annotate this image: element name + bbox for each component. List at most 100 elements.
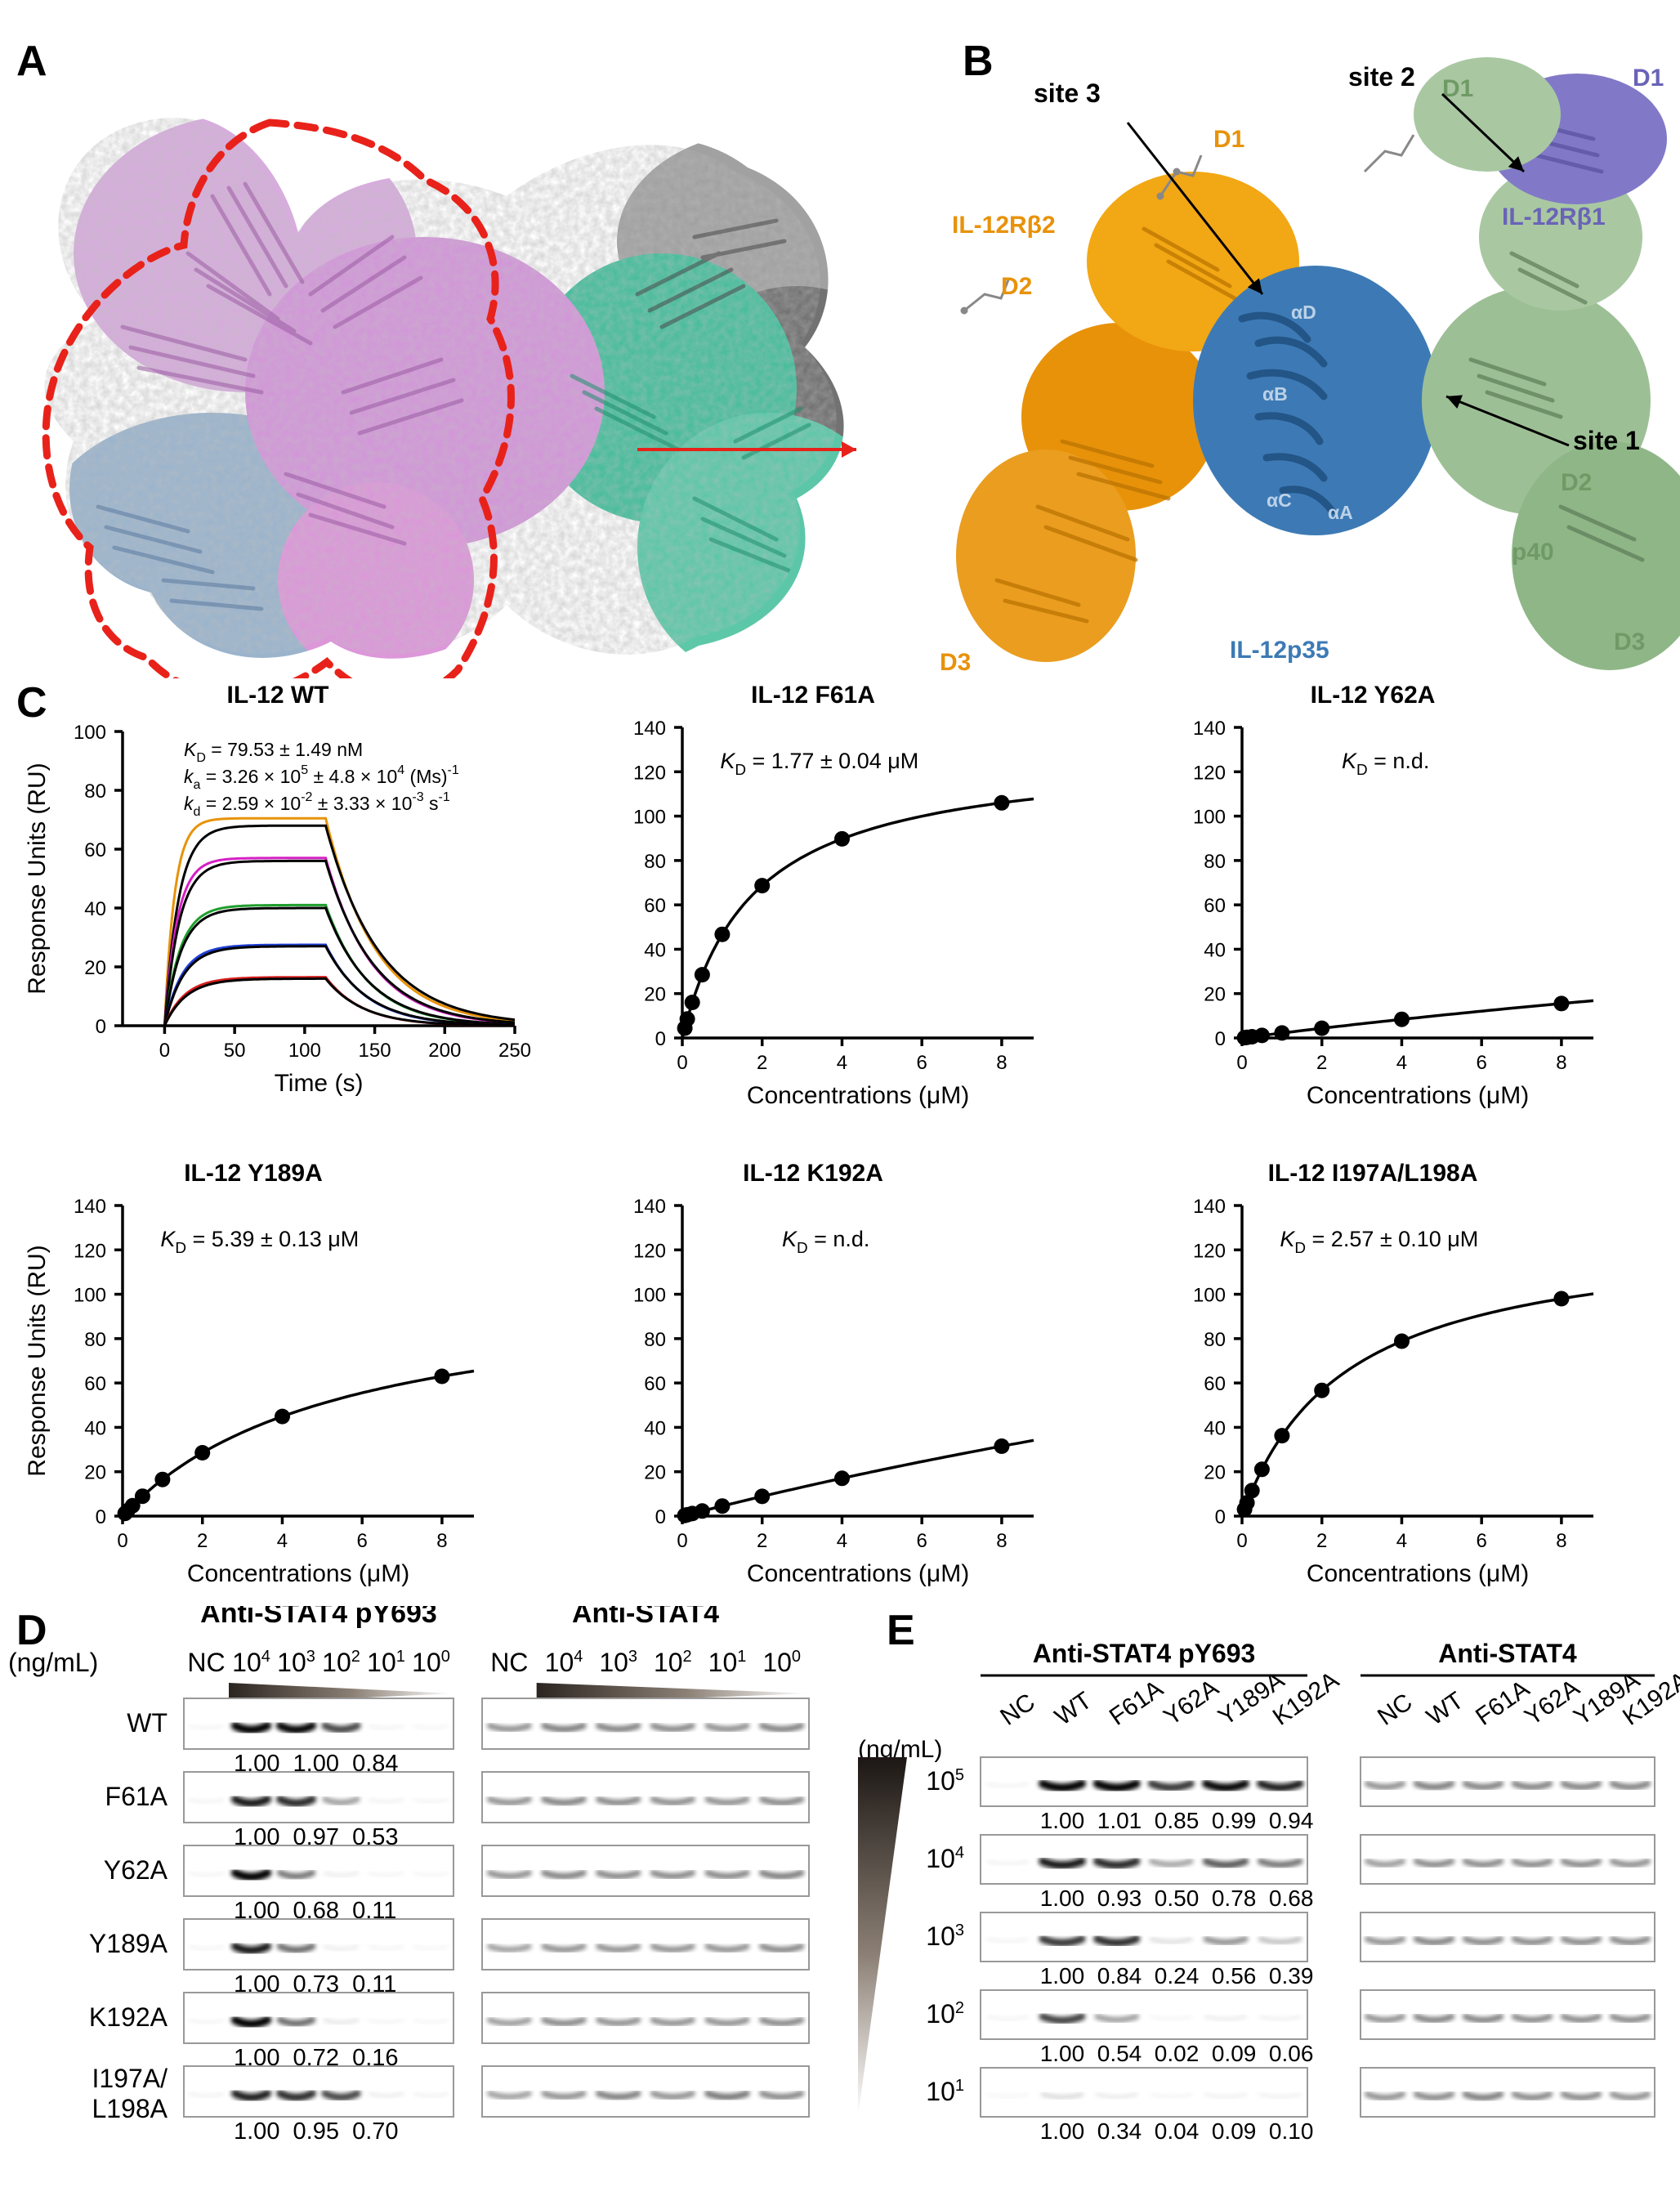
svg-text:104: 104 — [545, 1648, 583, 1677]
svg-text:103: 103 — [926, 1921, 964, 1951]
svg-text:200: 200 — [428, 1040, 461, 1062]
svg-text:(ng/mL): (ng/mL) — [8, 1648, 98, 1677]
svg-text:0: 0 — [655, 1506, 666, 1528]
svg-text:8: 8 — [436, 1530, 447, 1552]
svg-text:KD = n.d.: KD = n.d. — [782, 1227, 869, 1257]
svg-text:0: 0 — [117, 1530, 127, 1552]
svg-text:104: 104 — [232, 1648, 270, 1677]
svg-text:site 1: site 1 — [1573, 426, 1640, 455]
svg-text:8: 8 — [1556, 1052, 1566, 1074]
svg-text:40: 40 — [644, 939, 666, 961]
svg-text:K192A: K192A — [89, 2002, 168, 2032]
svg-text:60: 60 — [644, 1373, 666, 1395]
svg-text:0: 0 — [1215, 1506, 1226, 1528]
svg-text:0: 0 — [1236, 1530, 1247, 1552]
svg-text:Concentrations (μM): Concentrations (μM) — [1307, 1082, 1529, 1109]
svg-text:Y62A: Y62A — [1159, 1675, 1223, 1731]
svg-text:Anti-STAT4 pY693: Anti-STAT4 pY693 — [1033, 1639, 1256, 1668]
svg-text:140: 140 — [633, 1196, 666, 1218]
svg-text:8: 8 — [996, 1052, 1007, 1074]
svg-text:IL-12 K192A: IL-12 K192A — [743, 1160, 883, 1187]
svg-text:80: 80 — [84, 1329, 106, 1351]
svg-text:WT: WT — [1422, 1687, 1468, 1731]
svg-text:100: 100 — [633, 1285, 666, 1307]
svg-text:100: 100 — [1193, 807, 1226, 829]
svg-text:NC: NC — [995, 1689, 1039, 1731]
svg-text:50: 50 — [224, 1040, 246, 1062]
svg-text:KD = n.d.: KD = n.d. — [1342, 749, 1429, 779]
svg-text:20: 20 — [1204, 984, 1226, 1006]
svg-text:Concentrations (μM): Concentrations (μM) — [187, 1560, 409, 1587]
svg-text:2: 2 — [1316, 1530, 1327, 1552]
svg-text:102: 102 — [654, 1648, 692, 1677]
svg-text:D1: D1 — [1633, 65, 1664, 92]
svg-text:4: 4 — [277, 1530, 288, 1552]
svg-text:20: 20 — [644, 1462, 666, 1484]
svg-text:80: 80 — [1204, 851, 1226, 873]
svg-text:140: 140 — [1193, 718, 1226, 740]
svg-text:kd = 2.59 × 10-2 ± 3.33 × 10-3: kd = 2.59 × 10-2 ± 3.33 × 10-3 s-1 — [184, 790, 450, 819]
svg-text:0: 0 — [1215, 1028, 1226, 1050]
svg-text:40: 40 — [1204, 939, 1226, 961]
svg-text:80: 80 — [1204, 1329, 1226, 1351]
svg-text:100: 100 — [74, 1285, 106, 1307]
svg-text:0: 0 — [159, 1040, 170, 1062]
svg-text:4: 4 — [837, 1530, 847, 1552]
svg-text:6: 6 — [917, 1530, 927, 1552]
svg-text:100: 100 — [633, 807, 666, 829]
svg-text:IL-12 I197A/L198A: IL-12 I197A/L198A — [1268, 1160, 1478, 1187]
svg-text:IL-12 Y62A: IL-12 Y62A — [1311, 682, 1436, 709]
svg-text:NC: NC — [490, 1648, 528, 1677]
svg-text:KD = 1.77 ± 0.04 μM: KD = 1.77 ± 0.04 μM — [720, 749, 918, 779]
svg-text:103: 103 — [277, 1648, 315, 1677]
svg-text:IL-12Rβ2: IL-12Rβ2 — [952, 212, 1056, 239]
svg-text:4: 4 — [1396, 1530, 1407, 1552]
svg-text:60: 60 — [84, 839, 106, 861]
svg-text:KD = 79.53 ± 1.49 nM: KD = 79.53 ± 1.49 nM — [184, 739, 363, 765]
svg-text:Response Units (RU): Response Units (RU) — [24, 763, 51, 994]
svg-text:120: 120 — [1193, 762, 1226, 784]
svg-text:WT: WT — [1050, 1687, 1097, 1731]
svg-text:140: 140 — [633, 718, 666, 740]
svg-text:40: 40 — [84, 1417, 106, 1439]
svg-text:1.00 1.01 0.85 0.99 0.94: 1.00 1.01 0.85 0.99 0.94 — [1040, 1808, 1314, 1833]
svg-text:site 3: site 3 — [1034, 78, 1101, 108]
svg-text:60: 60 — [1204, 895, 1226, 917]
svg-text:104: 104 — [926, 1844, 964, 1873]
svg-text:site 2: site 2 — [1348, 62, 1415, 92]
svg-text:60: 60 — [644, 895, 666, 917]
svg-text:120: 120 — [633, 762, 666, 784]
svg-text:D3: D3 — [1614, 629, 1645, 655]
svg-text:2: 2 — [757, 1052, 767, 1074]
svg-text:0: 0 — [655, 1028, 666, 1050]
svg-text:20: 20 — [84, 1462, 106, 1484]
svg-text:101: 101 — [367, 1648, 405, 1677]
svg-text:40: 40 — [644, 1417, 666, 1439]
svg-text:Response Units (RU): Response Units (RU) — [24, 1245, 51, 1476]
svg-text:Time (s): Time (s) — [275, 1070, 364, 1097]
svg-text:αC: αC — [1267, 490, 1292, 511]
svg-text:F61A: F61A — [1105, 1675, 1168, 1731]
svg-text:WT: WT — [127, 1708, 168, 1738]
svg-text:6: 6 — [1477, 1052, 1487, 1074]
svg-text:I197A/: I197A/ — [92, 2064, 168, 2093]
svg-text:250: 250 — [498, 1040, 531, 1062]
svg-text:101: 101 — [708, 1648, 747, 1677]
svg-text:0: 0 — [677, 1530, 687, 1552]
svg-text:8: 8 — [996, 1530, 1007, 1552]
svg-text:120: 120 — [1193, 1240, 1226, 1262]
svg-text:1.00 0.84 0.24 0.56 0.39: 1.00 0.84 0.24 0.56 0.39 — [1040, 1963, 1314, 1988]
svg-text:Concentrations (μM): Concentrations (μM) — [747, 1082, 969, 1109]
svg-text:0: 0 — [96, 1016, 106, 1038]
svg-text:IL-12Rβ1: IL-12Rβ1 — [1502, 204, 1606, 230]
svg-text:100: 100 — [74, 722, 106, 744]
svg-text:Concentrations (μM): Concentrations (μM) — [1307, 1560, 1529, 1587]
svg-text:1.00 0.54 0.02 0.09 0.06: 1.00 0.54 0.02 0.09 0.06 — [1040, 2041, 1314, 2066]
svg-text:Y62A: Y62A — [104, 1855, 168, 1885]
svg-text:IL-12 Y189A: IL-12 Y189A — [184, 1160, 323, 1187]
svg-text:IL-12 F61A: IL-12 F61A — [751, 682, 875, 709]
svg-text:140: 140 — [74, 1196, 106, 1218]
svg-text:105: 105 — [926, 1766, 964, 1796]
svg-text:ka = 3.26 × 105 ± 4.8 × 104 (M: ka = 3.26 × 105 ± 4.8 × 104 (Ms)-1 — [184, 763, 459, 792]
svg-text:KD = 2.57 ± 0.10 μM: KD = 2.57 ± 0.10 μM — [1280, 1227, 1478, 1257]
